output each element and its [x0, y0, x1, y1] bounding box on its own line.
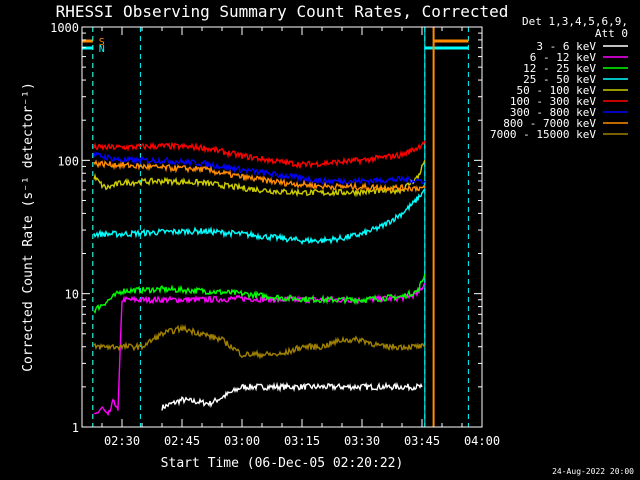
series-line [93, 140, 426, 170]
marker-label: S [99, 37, 105, 48]
series-line [161, 381, 423, 411]
legend-entry-label: 25 - 50 keV [523, 73, 596, 86]
legend-entry-label: 800 - 7000 keV [503, 117, 596, 130]
legend-header-detectors: Det 1,3,4,5,6,9, [522, 15, 628, 28]
legend-entry-label: 3 - 6 keV [536, 40, 596, 53]
chart-title: RHESSI Observing Summary Count Rates, Co… [56, 2, 509, 21]
series-line [93, 274, 426, 315]
x-tick-label: 02:30 [104, 434, 140, 448]
series-line [93, 324, 426, 360]
x-axis: 02:30 02:45 03:00 03:15 03:30 03:45 04:00 [81, 27, 500, 448]
y-tick-label: 1000 [50, 21, 79, 35]
marker-label: N [99, 44, 105, 55]
series-line [93, 159, 426, 194]
legend-entry-label: 300 - 800 keV [510, 106, 596, 119]
x-tick-label: 03:45 [404, 434, 440, 448]
x-tick-label: 04:00 [464, 434, 500, 448]
legend-header-attenuator: Att 0 [595, 27, 628, 40]
series-line [93, 160, 426, 198]
plot-area: SN [82, 27, 469, 427]
y-tick-label: 10 [65, 288, 79, 302]
legend-entry-label: 6 - 12 keV [530, 51, 597, 64]
x-tick-label: 03:00 [224, 434, 260, 448]
y-axis: 1 10 100 1000 [50, 21, 482, 435]
y-tick-label: 1 [72, 421, 79, 435]
x-tick-label: 02:45 [164, 434, 200, 448]
legend-entry-label: 50 - 100 keV [517, 84, 597, 97]
y-tick-label: 100 [57, 154, 79, 168]
series-line [93, 151, 426, 186]
series-line [93, 189, 425, 246]
legend-entry-label: 100 - 300 keV [510, 95, 596, 108]
footer-date: 24-Aug-2022 20:00 [552, 467, 634, 476]
legend-entry-label: 12 - 25 keV [523, 62, 596, 75]
x-tick-label: 03:15 [284, 434, 320, 448]
x-axis-label: Start Time (06-Dec-05 02:20:22) [161, 456, 404, 471]
legend-entry-label: 7000 - 15000 keV [490, 128, 596, 141]
y-axis-label: Corrected Count Rate (s⁻¹ detector⁻¹) [21, 82, 36, 372]
x-tick-label: 03:30 [344, 434, 380, 448]
series-line [93, 282, 426, 417]
